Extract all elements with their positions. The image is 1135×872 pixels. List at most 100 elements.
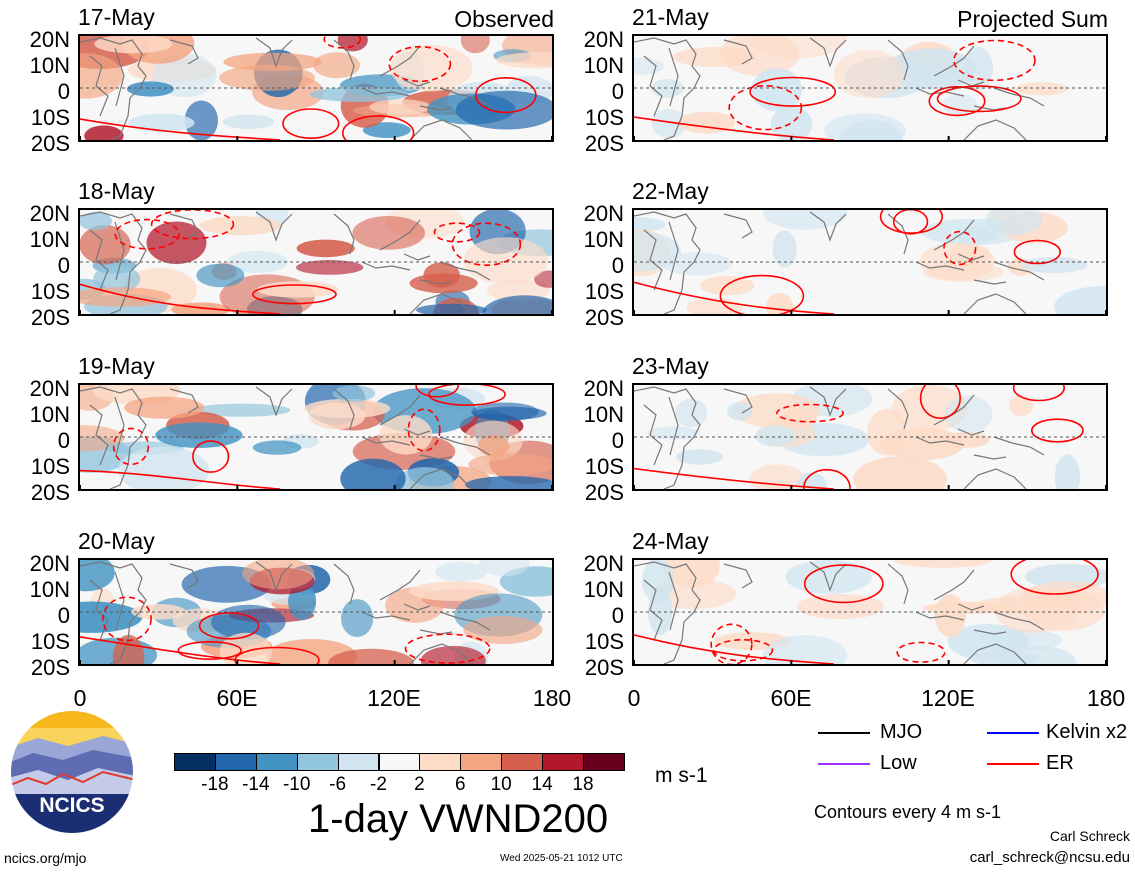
lat-label: 0 bbox=[611, 253, 624, 278]
legend-swatch-kelvin bbox=[987, 732, 1039, 734]
colorbar-swatch bbox=[337, 753, 380, 771]
lat-label: 10S bbox=[584, 105, 624, 130]
lat-label: 10N bbox=[29, 53, 70, 78]
lat-label: 0 bbox=[57, 79, 70, 104]
colorbar-swatch bbox=[501, 753, 544, 771]
lat-label: 10N bbox=[29, 402, 70, 427]
lat-label: 20N bbox=[29, 376, 70, 401]
email: carl_schreck@ncsu.edu bbox=[969, 849, 1130, 866]
lat-label: 10N bbox=[583, 577, 624, 602]
lat-label: 10S bbox=[584, 629, 624, 654]
legend-swatch-mjo bbox=[818, 732, 870, 734]
map-panel bbox=[78, 208, 554, 316]
map-panel bbox=[632, 383, 1108, 491]
map-field bbox=[634, 36, 1106, 140]
map-field bbox=[80, 385, 552, 489]
colorbar-swatch bbox=[419, 753, 462, 771]
lat-label: 10S bbox=[584, 279, 624, 304]
lat-label: 10S bbox=[584, 454, 624, 479]
map-panel bbox=[632, 558, 1108, 666]
colorbar-tick-label: -10 bbox=[282, 774, 311, 795]
lat-label: 10S bbox=[30, 629, 70, 654]
lon-label: 60E bbox=[770, 685, 812, 711]
colorbar-swatch bbox=[460, 753, 503, 771]
lat-label: 0 bbox=[611, 79, 624, 104]
panel-date: 24-May bbox=[632, 528, 709, 554]
colorbar-swatch bbox=[214, 753, 257, 771]
ncics-logo: NCICS bbox=[8, 708, 136, 836]
lat-label: 10S bbox=[30, 105, 70, 130]
panel-date: 22-May bbox=[632, 178, 709, 204]
map-panel bbox=[78, 558, 554, 666]
lat-label: 20S bbox=[584, 131, 624, 156]
lat-label: 20S bbox=[30, 480, 70, 505]
colorbar-swatch bbox=[255, 753, 298, 771]
site-url: ncics.org/mjo bbox=[4, 850, 87, 866]
lat-label: 0 bbox=[611, 603, 624, 628]
lat-label: 20S bbox=[584, 480, 624, 505]
colorbar-tick-label: 18 bbox=[572, 774, 594, 795]
colorbar-tick-label: -18 bbox=[201, 774, 229, 795]
lat-label: 10N bbox=[583, 402, 624, 427]
units-label: m s-1 bbox=[655, 764, 708, 787]
panel-date: 21-May bbox=[632, 4, 709, 30]
legend-label-mjo: MJO bbox=[880, 721, 923, 743]
lon-label: 0 bbox=[73, 685, 87, 711]
colorbar-tick-label: -2 bbox=[370, 774, 387, 795]
lat-label: 20S bbox=[30, 655, 70, 680]
panel-date: 18-May bbox=[78, 178, 155, 204]
lat-label: 10N bbox=[29, 227, 70, 252]
lat-label: 0 bbox=[57, 603, 70, 628]
map-field bbox=[80, 36, 552, 140]
map-field bbox=[634, 385, 1106, 489]
lat-label: 20N bbox=[29, 201, 70, 226]
map-panel bbox=[632, 34, 1108, 142]
author: Carl Schreck bbox=[1049, 828, 1130, 844]
colorbar-swatch bbox=[296, 753, 339, 771]
logo-text: NCICS bbox=[39, 794, 104, 817]
legend-label-kelvin: Kelvin x2 bbox=[1046, 721, 1128, 743]
map-field bbox=[634, 210, 1106, 314]
lat-label: 10N bbox=[29, 577, 70, 602]
map-field bbox=[634, 560, 1106, 664]
colorbar-tick-label: 14 bbox=[531, 774, 553, 795]
lat-label: 20S bbox=[584, 305, 624, 330]
colorbar-tick-label: -6 bbox=[329, 774, 347, 795]
lat-label: 20S bbox=[584, 655, 624, 680]
panel-date: 19-May bbox=[78, 353, 155, 379]
lon-label: 120E bbox=[367, 685, 421, 711]
lon-label: 60E bbox=[216, 685, 258, 711]
map-panel bbox=[78, 383, 554, 491]
map-field bbox=[80, 560, 552, 664]
panel-date: 17-May bbox=[78, 4, 155, 30]
lat-label: 0 bbox=[57, 428, 70, 453]
colorbar-swatch bbox=[378, 753, 421, 771]
map-field bbox=[80, 210, 552, 314]
legend-label-low: Low bbox=[880, 752, 917, 774]
legend-swatch-er bbox=[987, 763, 1039, 765]
colorbar-tick-label: 10 bbox=[490, 774, 512, 795]
lat-label: 20N bbox=[29, 551, 70, 576]
lon-label: 0 bbox=[627, 685, 641, 711]
lon-label: 180 bbox=[1086, 685, 1126, 711]
colorbar-swatch bbox=[583, 753, 625, 771]
map-panel bbox=[632, 208, 1108, 316]
lat-label: 0 bbox=[57, 253, 70, 278]
lat-label: 20S bbox=[30, 305, 70, 330]
panel-date: 20-May bbox=[78, 528, 155, 554]
colorbar-tick-label: -14 bbox=[242, 774, 270, 795]
observed-title: Observed bbox=[454, 6, 554, 32]
lat-label: 10S bbox=[30, 279, 70, 304]
colorbar-tick-label: 2 bbox=[414, 774, 425, 795]
lat-label: 10S bbox=[30, 454, 70, 479]
figure-title: 1-day VWND200 bbox=[308, 797, 609, 841]
panel-date: 23-May bbox=[632, 353, 709, 379]
timestamp: Wed 2025-05-21 1012 UTC bbox=[500, 853, 623, 864]
lat-label: 20N bbox=[29, 27, 70, 52]
colorbar-tick-label: 6 bbox=[455, 774, 466, 795]
lat-label: 20N bbox=[583, 27, 624, 52]
lat-label: 0 bbox=[611, 428, 624, 453]
legend-swatch-low bbox=[818, 763, 870, 765]
lat-label: 10N bbox=[583, 227, 624, 252]
contour-note: Contours every 4 m s-1 bbox=[814, 802, 1002, 822]
